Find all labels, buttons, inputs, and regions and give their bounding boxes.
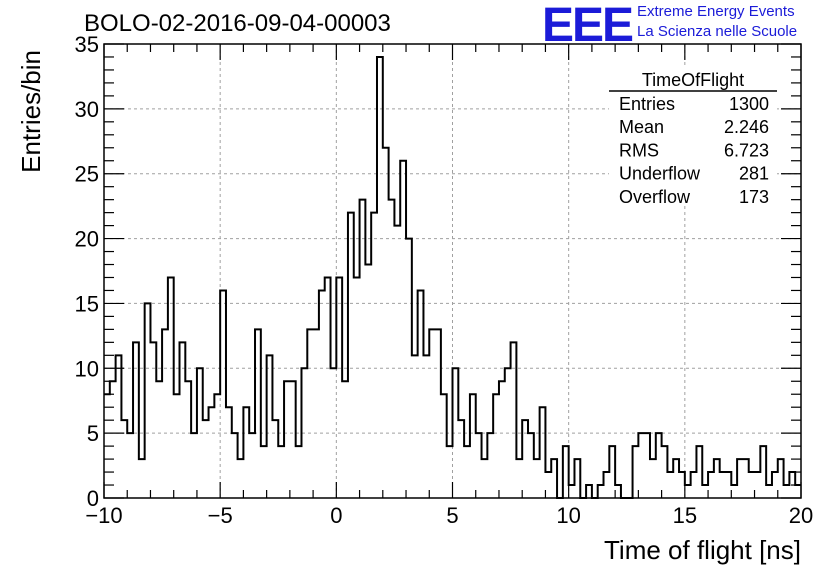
y-tick-label: 30	[75, 97, 99, 122]
y-tick-label: 5	[87, 421, 99, 446]
y-axis-title: Entries/bin	[16, 50, 46, 173]
plot-frame	[103, 43, 802, 499]
stats-row-value: 281	[739, 164, 769, 184]
x-tick-label: −5	[208, 503, 233, 528]
histogram-line	[104, 55, 801, 499]
stats-row-label: Entries	[619, 94, 675, 114]
y-tick-label: 35	[75, 32, 99, 57]
x-tick-label: 0	[330, 503, 342, 528]
stats-box: TimeOfFlight Entries 1300 Mean 2.246 RMS 6.72…	[609, 66, 777, 207]
stats-row-value: 173	[739, 187, 769, 207]
x-tick-label: 5	[446, 503, 458, 528]
y-tick-label: 25	[75, 162, 99, 187]
x-tick-label: −10	[85, 503, 122, 528]
stats-row-label: Underflow	[619, 164, 701, 184]
stats-row-label: RMS	[619, 140, 659, 160]
x-tick-label: 15	[673, 503, 697, 528]
logo-tagline-1: Extreme Energy Events	[637, 3, 795, 20]
y-tick-labels: 0 5 10 15 20 25 30 35	[75, 32, 99, 511]
stats-row-value: 1300	[729, 94, 769, 114]
x-axis-title: Time of flight [ns]	[604, 535, 801, 565]
y-tick-label: 15	[75, 291, 99, 316]
x-tick-label: 20	[789, 503, 813, 528]
chart-title: BOLO-02-2016-09-04-00003	[84, 10, 391, 37]
stats-row-value: 6.723	[724, 140, 769, 160]
stats-row-label: Mean	[619, 117, 664, 137]
y-tick-label: 0	[87, 486, 99, 511]
stats-title: TimeOfFlight	[642, 70, 744, 90]
stats-row-label: Overflow	[619, 187, 691, 207]
x-tick-labels: −10 −5 0 5 10 15 20	[85, 503, 813, 528]
y-tick-label: 20	[75, 227, 99, 252]
x-tick-label: 10	[556, 503, 580, 528]
stats-row-value: 2.246	[724, 117, 769, 137]
y-tick-label: 10	[75, 356, 99, 381]
logo-tagline-2: La Scienza nelle Scuole	[637, 23, 798, 40]
